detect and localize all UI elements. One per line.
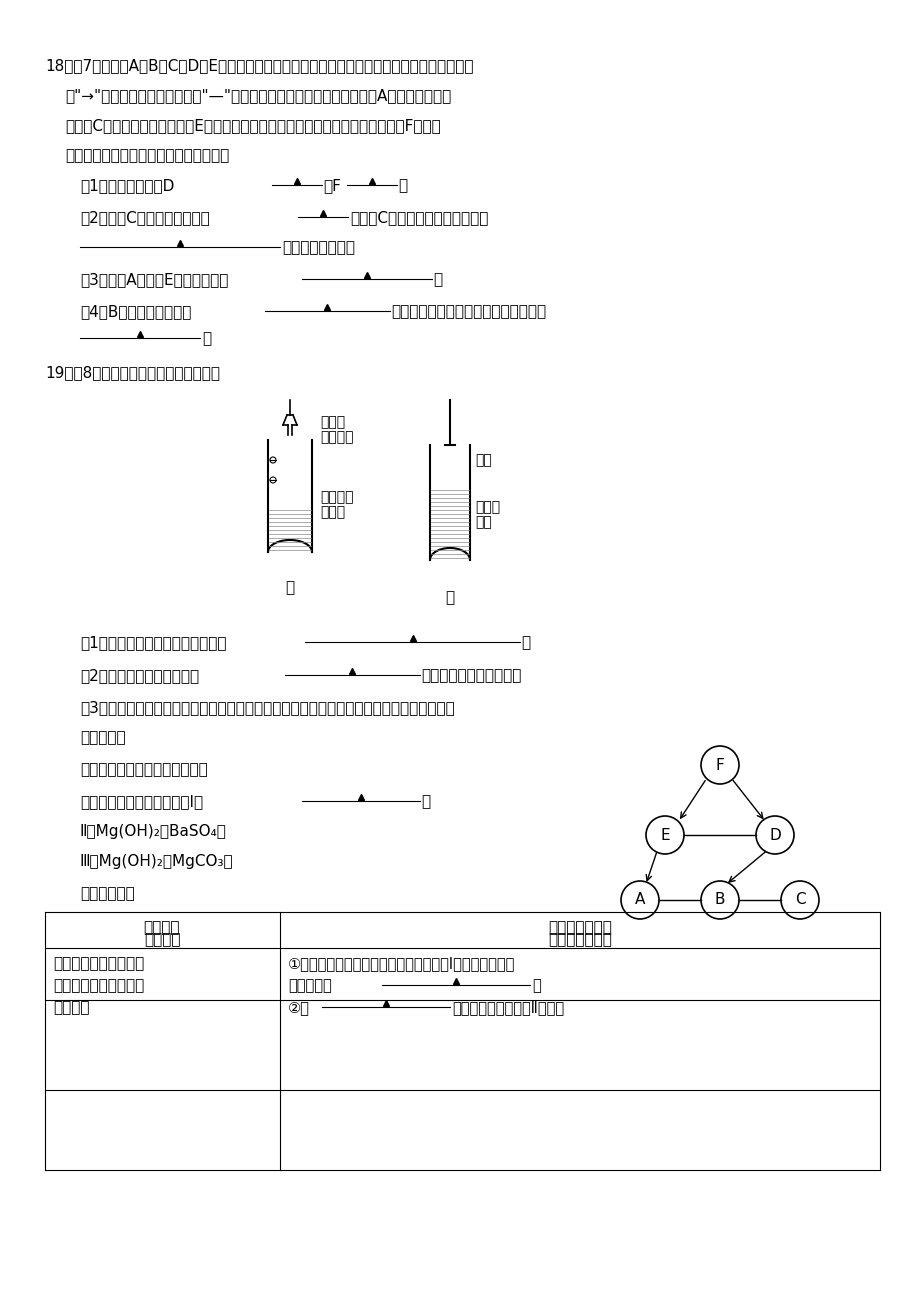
Text: 实验操作: 实验操作: [144, 932, 180, 948]
Text: Ⅲ．Mg(OH)₂和MgCO₃。: Ⅲ．Mg(OH)₂和MgCO₃。: [80, 854, 233, 868]
Text: E: E: [660, 828, 669, 842]
Text: 。: 。: [531, 978, 540, 993]
Text: 。: 。: [433, 272, 442, 286]
Text: （1）写出化学式：D: （1）写出化学式：D: [80, 178, 175, 193]
Text: （2）乙实验观察到的现象是: （2）乙实验观察到的现象是: [80, 668, 199, 684]
Text: B: B: [714, 892, 724, 907]
Text: ，F: ，F: [323, 178, 341, 193]
Text: 种元素组成的化合物。请回答下列问题：: 种元素组成的化合物。请回答下列问题：: [65, 148, 229, 163]
Text: A: A: [634, 892, 644, 907]
Text: 乙: 乙: [445, 590, 454, 605]
Text: 硫酸铜: 硫酸铜: [474, 500, 500, 514]
Text: ②若: ②若: [288, 1000, 310, 1016]
Text: （4）B在生产上的用途有: （4）B在生产上的用途有: [80, 303, 191, 319]
Text: 应方程式为: 应方程式为: [288, 978, 332, 993]
Text: （1）甲实验中反应的化学方程式为: （1）甲实验中反应的化学方程式为: [80, 635, 226, 650]
Text: 稀溶液: 稀溶液: [320, 505, 345, 519]
Text: ，选择C作为食品干燥剂的原因有: ，选择C作为食品干燥剂的原因有: [349, 210, 488, 225]
Text: 碳酸钠: 碳酸钠: [320, 415, 345, 428]
Text: 。: 。: [202, 331, 210, 346]
Text: C: C: [794, 892, 804, 907]
Text: 。: 。: [398, 178, 407, 193]
Text: 【实验方案】: 【实验方案】: [80, 885, 134, 901]
Text: 用；向白色沉淀加入盐: 用；向白色沉淀加入盐: [53, 978, 144, 993]
Text: 。: 。: [520, 635, 529, 650]
Text: 实验操作: 实验操作: [143, 921, 180, 935]
Text: F: F: [715, 758, 723, 772]
Text: ，上述反应没有包含的基本反应类型是: ，上述反应没有包含的基本反应类型是: [391, 303, 546, 319]
Text: 酸至过量: 酸至过量: [53, 1000, 89, 1016]
Text: （3）把甲、乙反应后的溶液倒入同一烧杯，发现有白色沉淀生成。他决定对白色沉淀的成分: （3）把甲、乙反应后的溶液倒入同一烧杯，发现有白色沉淀生成。他决定对白色沉淀的成…: [80, 700, 454, 715]
Text: D: D: [768, 828, 780, 842]
Text: 溶液: 溶液: [474, 516, 492, 529]
Text: 18．（7分）已知A、B、C、D、E是初中化学中常见的不同类别的物质。它们之间的关系如图所示: 18．（7分）已知A、B、C、D、E是初中化学中常见的不同类别的物质。它们之间的…: [45, 59, 473, 73]
Text: （"→"表示物质间的转化关系，"—"表示两端的物质能发生化学反应）。A是使用最广泛的: （"→"表示物质间的转化关系，"—"表示两端的物质能发生化学反应）。A是使用最广…: [65, 89, 450, 103]
Text: 氢氧化钡: 氢氧化钡: [320, 490, 353, 504]
Text: 甲: 甲: [285, 579, 294, 595]
Text: （3）写出A转化为E的化学方程式: （3）写出A转化为E的化学方程式: [80, 272, 228, 286]
Text: 饱和溶液: 饱和溶液: [320, 430, 353, 444]
Text: ；: ；: [421, 794, 430, 809]
Text: 【提出猜想】白色沉淀为：Ⅰ．: 【提出猜想】白色沉淀为：Ⅰ．: [80, 794, 203, 809]
Text: 进行探究。: 进行探究。: [80, 730, 126, 745]
Text: （答两条即可）。: （答两条即可）。: [282, 240, 355, 255]
Text: 过滤、洗涤白色沉淀备: 过滤、洗涤白色沉淀备: [53, 956, 144, 971]
Text: ，溶液由蓝色变成无色。: ，溶液由蓝色变成无色。: [421, 668, 521, 684]
Text: 镁条: 镁条: [474, 453, 492, 467]
Text: 实验现象与结论: 实验现象与结论: [548, 932, 611, 948]
Text: 实验现象与结论: 实验现象与结论: [548, 921, 611, 935]
Text: 金属，C是常用的食品干燥剂，E是配制波尔多液的主要成分之一，其溶液为蓝色，F是由三: 金属，C是常用的食品干燥剂，E是配制波尔多液的主要成分之一，其溶液为蓝色，F是由…: [65, 118, 440, 133]
Text: 【查阅资料】硫酸钡不溶于酸。: 【查阅资料】硫酸钡不溶于酸。: [80, 762, 208, 777]
Text: ①若沉淀全部溶解，且无其它现象；猜想Ⅰ成立；其化学反: ①若沉淀全部溶解，且无其它现象；猜想Ⅰ成立；其化学反: [288, 956, 515, 971]
Text: 且无气体产生，猜想Ⅱ成立。: 且无气体产生，猜想Ⅱ成立。: [451, 1000, 563, 1016]
Text: Ⅱ．Mg(OH)₂和BaSO₄；: Ⅱ．Mg(OH)₂和BaSO₄；: [80, 824, 227, 838]
Text: 19．（8分）某同学进行如图两个实验。: 19．（8分）某同学进行如图两个实验。: [45, 365, 220, 380]
Text: （2）物质C所属的物质类别是: （2）物质C所属的物质类别是: [80, 210, 210, 225]
